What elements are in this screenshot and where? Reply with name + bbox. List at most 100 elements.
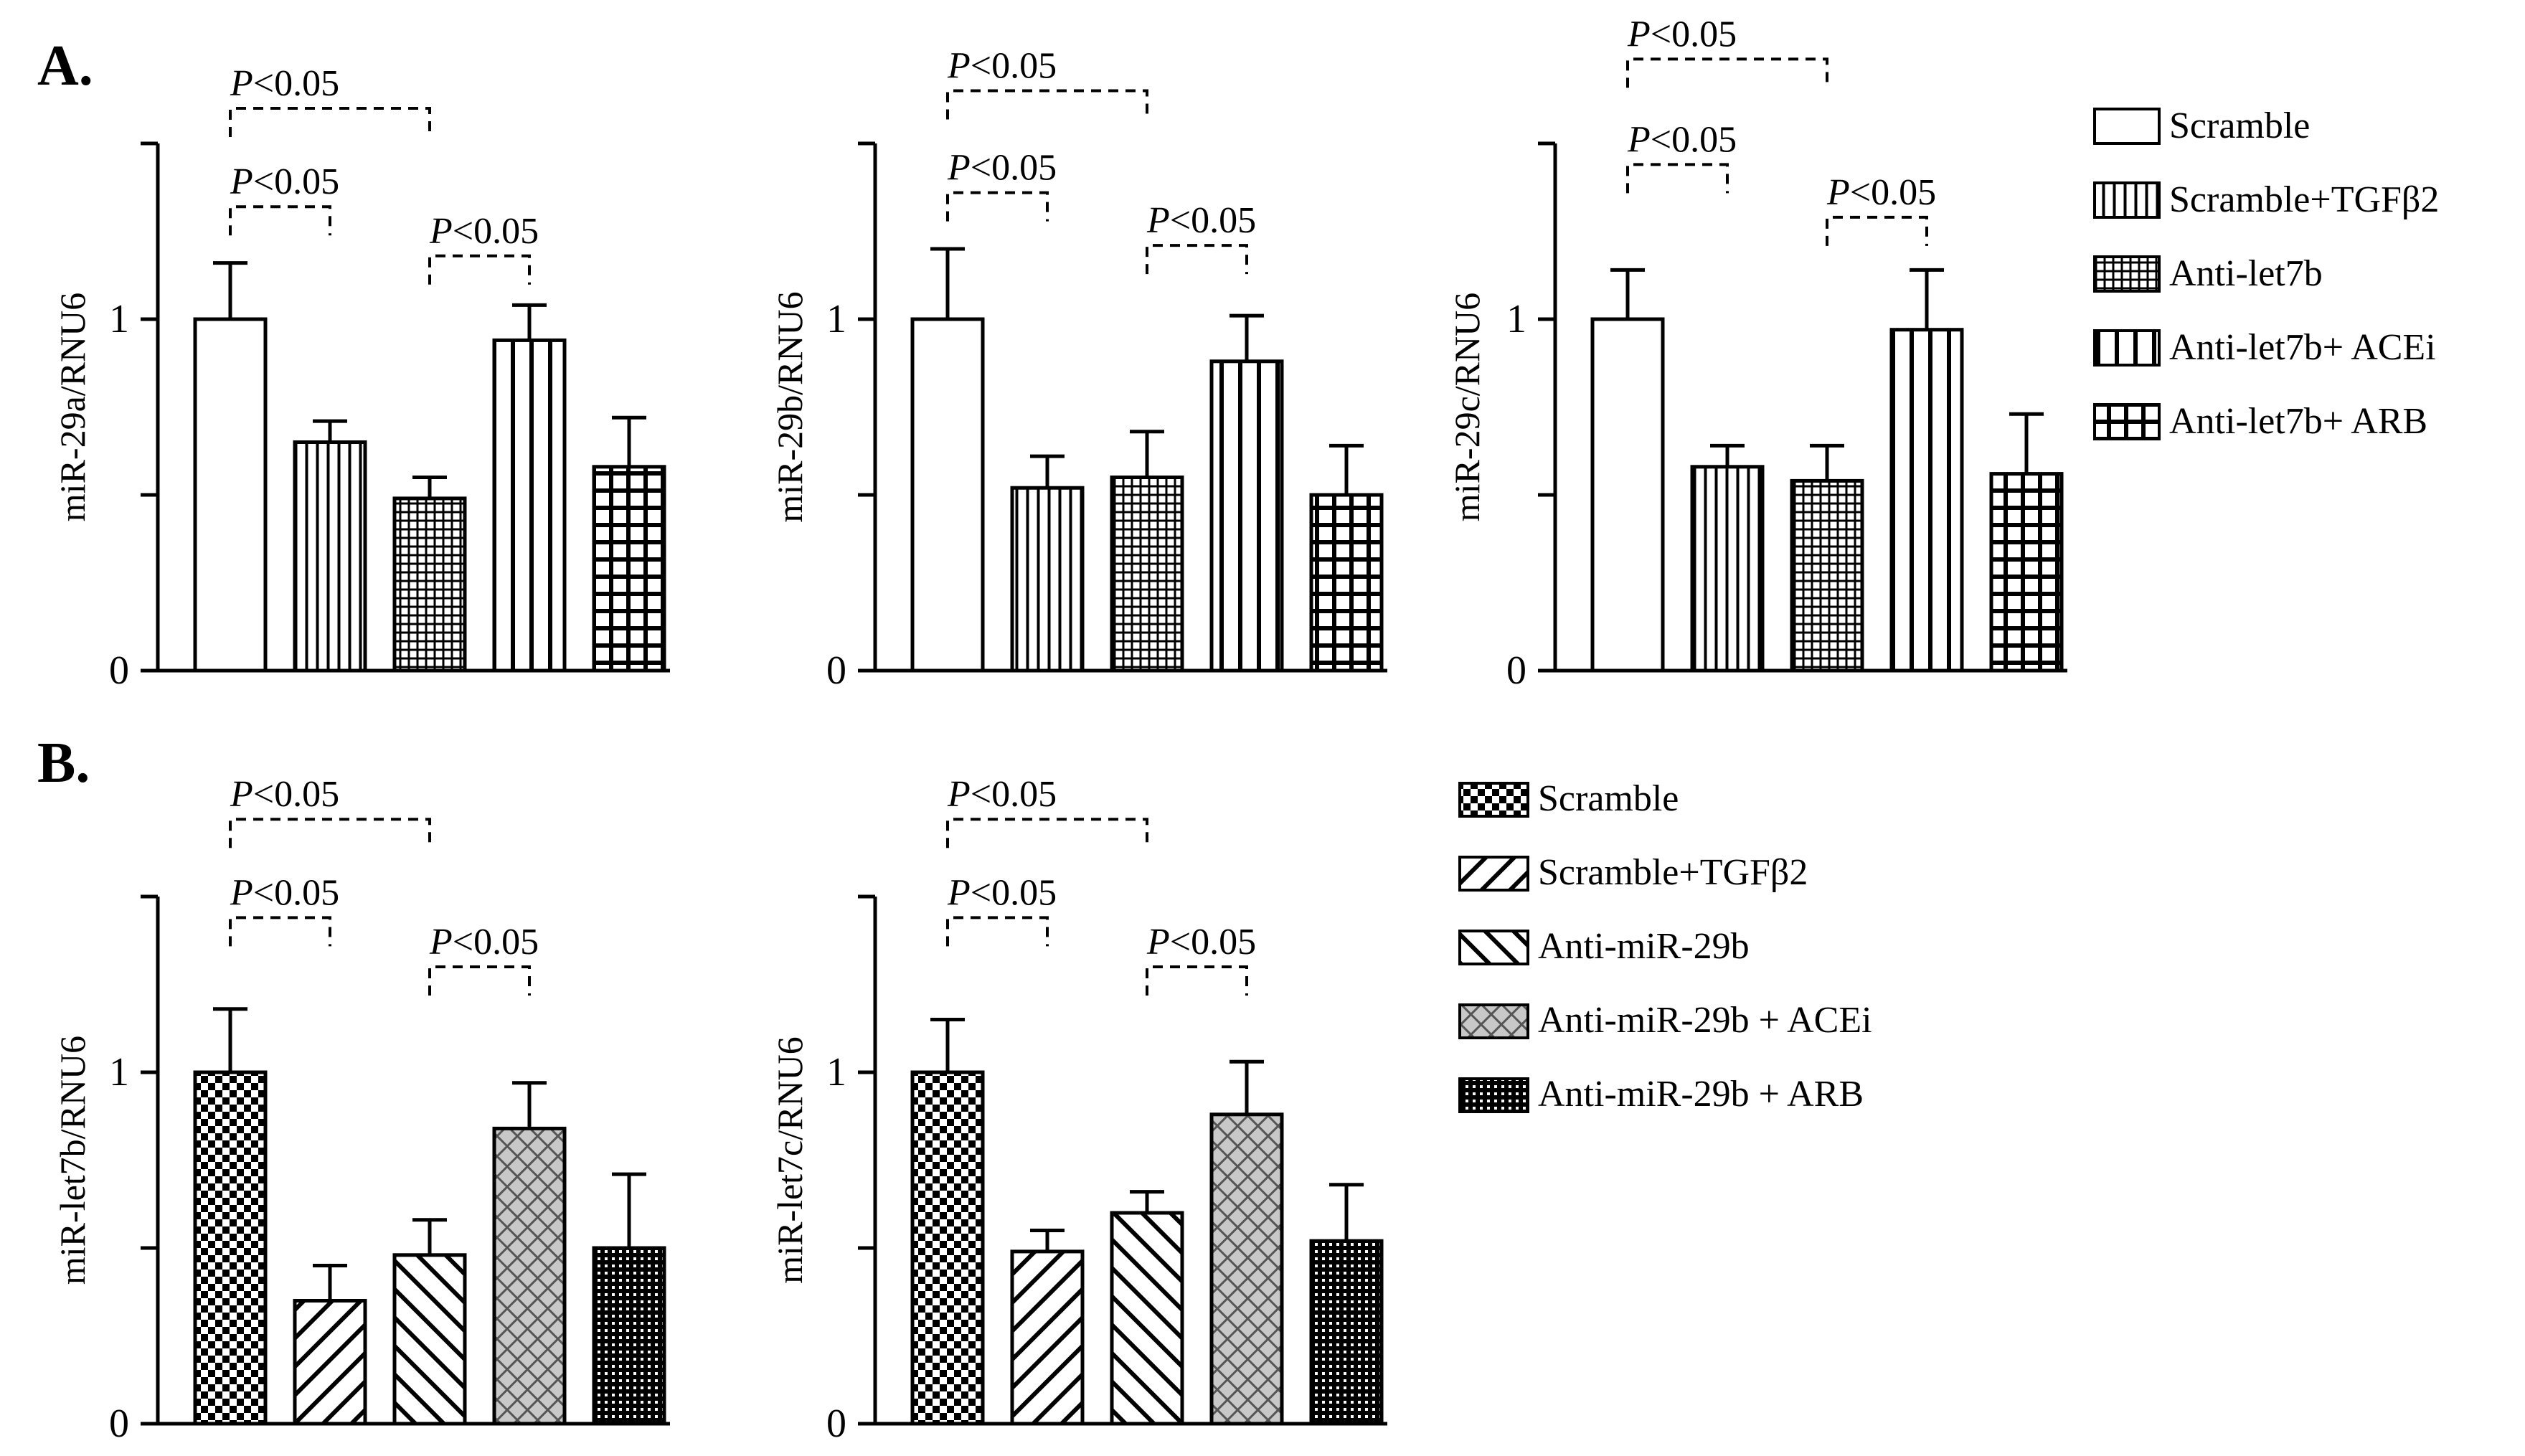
y-axis-label: miR-29b/RNU6	[770, 291, 810, 522]
legend-item: Scramble+TGFβ2	[2093, 179, 2439, 220]
significance-bracket	[1146, 965, 1248, 996]
legend-item: Scramble+TGFβ2	[1458, 852, 1808, 893]
legend-item: Scramble	[1458, 778, 1679, 819]
legend-swatch	[2093, 403, 2161, 440]
significance-bracket	[1146, 244, 1248, 275]
significance-label: P<0.05	[1627, 119, 1737, 160]
significance-bracket	[229, 818, 431, 848]
significance-bracket	[229, 916, 331, 947]
bar	[193, 317, 268, 673]
bar	[1110, 476, 1184, 673]
significance-label: P<0.05	[947, 46, 1057, 87]
panel-label-a: A.	[37, 34, 93, 98]
legend-label: Anti-let7b+ ACEi	[2169, 327, 2436, 368]
significance-label: P<0.05	[230, 63, 339, 104]
bar-chart-5: 0 1 miR-let7c/RNU6 P<0.05 P<0.05 P<0.05	[770, 774, 1387, 1446]
bar	[592, 465, 666, 673]
legend-item: Anti-let7b	[2093, 253, 2323, 294]
bar-chart-4: 0 1 miR-let7b/RNU6 P<0.05 P<0.05 P<0.05	[52, 774, 670, 1446]
legend-swatch	[2093, 255, 2161, 293]
y-axis-label: miR-29a/RNU6	[52, 293, 93, 521]
bar	[293, 440, 367, 673]
bar	[1590, 317, 1665, 673]
significance-bracket	[946, 916, 1049, 947]
bar	[1309, 1239, 1384, 1426]
significance-bracket	[428, 965, 531, 996]
significance-bracket	[946, 89, 1148, 120]
legend-swatch	[1458, 1003, 1529, 1039]
y-tick-label: 0	[109, 1401, 129, 1446]
significance-label: P<0.05	[1146, 922, 1256, 963]
significance-bracket	[1626, 57, 1828, 88]
bar	[1989, 472, 2064, 673]
legend-panel-a: Scramble Scramble+TGFβ2 Anti-let7b Anti-let…	[2093, 105, 2439, 442]
y-tick-label: 0	[1506, 648, 1526, 693]
significance-label: P<0.05	[1826, 172, 1936, 213]
y-tick-label: 0	[826, 1401, 846, 1446]
bar	[1209, 1112, 1284, 1426]
bar-chart-2: 0 1 miR-29b/RNU6 P<0.05 P<0.05 P<0.05	[770, 46, 1387, 693]
y-tick-label: 1	[109, 297, 129, 341]
y-axis-label: miR-let7c/RNU6	[770, 1036, 810, 1283]
legend-label: Scramble+TGFβ2	[2169, 179, 2439, 220]
bar	[392, 1253, 467, 1426]
bar	[492, 338, 567, 673]
bar	[910, 1070, 985, 1426]
legend-item: Anti-miR-29b + ACEi	[1458, 1000, 1872, 1041]
legend-item: Anti-miR-29b	[1458, 926, 1750, 967]
significance-label: P<0.05	[947, 872, 1057, 913]
significance-bracket	[229, 107, 431, 137]
significance-bracket	[1826, 215, 1928, 246]
legend-swatch	[1458, 782, 1529, 818]
legend-label: Scramble	[1538, 778, 1679, 819]
legend-label: Scramble	[2169, 105, 2310, 146]
bar	[1010, 486, 1085, 673]
bar	[910, 317, 985, 673]
y-tick-label: 1	[826, 1050, 846, 1095]
panel-label-b: B.	[37, 732, 90, 795]
significance-label: P<0.05	[429, 211, 539, 252]
bar	[492, 1126, 567, 1426]
significance-label: P<0.05	[947, 148, 1057, 189]
significance-label: P<0.05	[1146, 200, 1256, 241]
legend-label: Anti-let7b	[2169, 253, 2323, 294]
significance-label: P<0.05	[230, 161, 339, 202]
y-axis-label: miR-29c/RNU6	[1447, 293, 1487, 521]
legend-swatch	[1458, 1077, 1529, 1113]
bar-chart-1: 0 1 miR-29a/RNU6 P<0.05 P<0.05 P<0.05	[52, 63, 670, 693]
bar	[1889, 328, 1964, 673]
legend-label: Anti-miR-29b	[1538, 926, 1750, 967]
significance-label: P<0.05	[230, 774, 339, 815]
legend-swatch	[2093, 181, 2161, 219]
legend-item: Anti-let7b+ ACEi	[2093, 327, 2436, 368]
significance-bracket	[428, 254, 531, 285]
y-tick-label: 0	[826, 648, 846, 693]
charts: 0 1 miR-29a/RNU6 P<0.05 P<0.05 P<0.05 0 1 miR-29…	[52, 14, 2067, 1446]
bar	[392, 496, 467, 673]
legend-swatch	[1458, 930, 1529, 965]
bar	[1110, 1211, 1184, 1426]
significance-label: P<0.05	[947, 774, 1057, 815]
bar	[1690, 465, 1765, 673]
legend-panel-b: Scramble Scramble+TGFβ2 Anti-miR-29b Anti-m…	[1458, 778, 1872, 1115]
significance-bracket	[946, 818, 1148, 848]
bar-chart-3: 0 1 miR-29c/RNU6 P<0.05 P<0.05 P<0.05	[1447, 14, 2067, 693]
significance-bracket	[1626, 163, 1729, 194]
legend-swatch	[1458, 856, 1529, 892]
significance-label: P<0.05	[429, 922, 539, 963]
significance-bracket	[946, 191, 1049, 222]
bar	[193, 1070, 268, 1426]
y-tick-label: 1	[826, 297, 846, 341]
y-tick-label: 1	[1506, 297, 1526, 341]
y-tick-label: 1	[109, 1050, 129, 1095]
legend-item: Scramble	[2093, 105, 2310, 146]
legend-swatch	[2093, 329, 2161, 367]
bar	[293, 1299, 367, 1426]
bar	[1209, 359, 1284, 673]
legend-label: Anti-let7b+ ARB	[2169, 401, 2427, 442]
y-tick-label: 0	[109, 648, 129, 693]
significance-label: P<0.05	[230, 872, 339, 913]
legend-item: Anti-let7b+ ARB	[2093, 401, 2427, 442]
bar	[1010, 1249, 1085, 1426]
